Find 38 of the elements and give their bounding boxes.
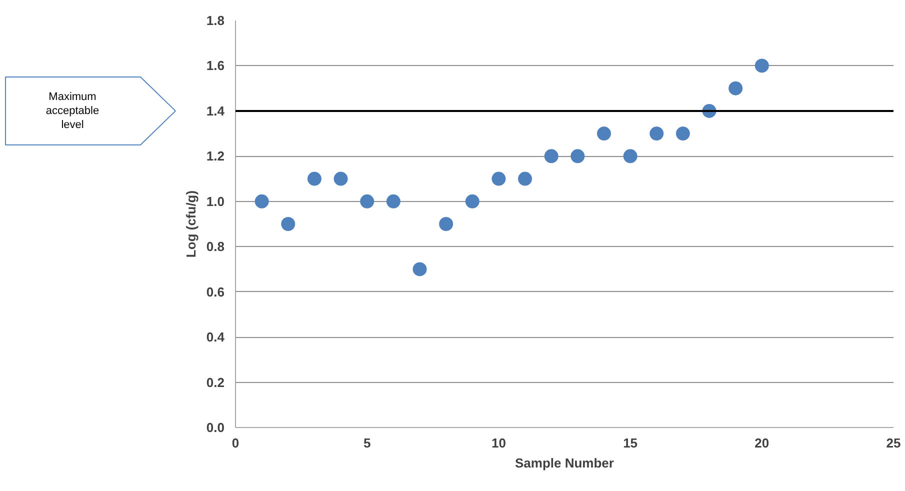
point — [676, 126, 690, 141]
point — [754, 58, 769, 73]
x-tick-label: 20 — [754, 436, 770, 450]
point — [360, 194, 374, 208]
y-tick-label: 1.8 — [206, 13, 225, 28]
y-tick-label: 1.0 — [206, 194, 225, 209]
point — [596, 126, 611, 141]
y-tick-label: 0.4 — [206, 330, 226, 345]
x-axis-title: Sample Number — [515, 456, 614, 470]
x-tick-label: 15 — [623, 436, 638, 450]
point — [623, 149, 638, 164]
point — [254, 194, 269, 208]
x-tick-label: 0 — [232, 436, 240, 450]
x-tick-label: 10 — [491, 436, 506, 450]
y-tick-label: 0.2 — [206, 374, 225, 390]
x-tick-label: 25 — [886, 436, 901, 450]
x-tick-label: 5 — [363, 436, 371, 450]
y-tick-label: 1.4 — [206, 103, 226, 118]
point — [465, 194, 480, 208]
point — [439, 217, 454, 231]
ref-line-label: Maximum acceptable level — [46, 90, 100, 131]
point — [570, 149, 585, 164]
y-tick-label: 0.6 — [206, 284, 225, 300]
point — [492, 172, 506, 186]
y-tick-label: 0.0 — [206, 420, 225, 435]
point — [412, 262, 427, 276]
point — [518, 172, 532, 186]
point — [728, 81, 743, 96]
point — [386, 194, 400, 208]
point — [650, 126, 664, 141]
point — [544, 149, 558, 164]
point — [307, 172, 322, 186]
y-tick-label: 1.2 — [206, 148, 225, 164]
point — [334, 172, 348, 186]
point — [281, 217, 296, 231]
y-tick-label: 1.6 — [206, 58, 225, 74]
y-axis-title: Log (cfu/g) — [183, 190, 198, 258]
y-tick-label: 0.8 — [206, 239, 225, 254]
